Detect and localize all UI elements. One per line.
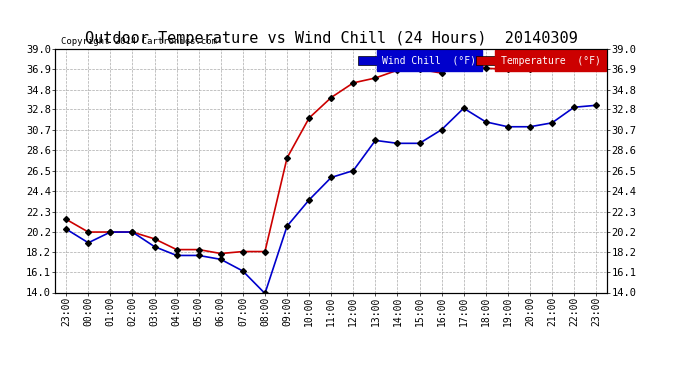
Legend: Wind Chill  (°F), Temperature  (°F): Wind Chill (°F), Temperature (°F): [356, 54, 602, 68]
Text: Copyright 2014 Cartronics.com: Copyright 2014 Cartronics.com: [61, 38, 217, 46]
Title: Outdoor Temperature vs Wind Chill (24 Hours)  20140309: Outdoor Temperature vs Wind Chill (24 Ho…: [85, 31, 578, 46]
